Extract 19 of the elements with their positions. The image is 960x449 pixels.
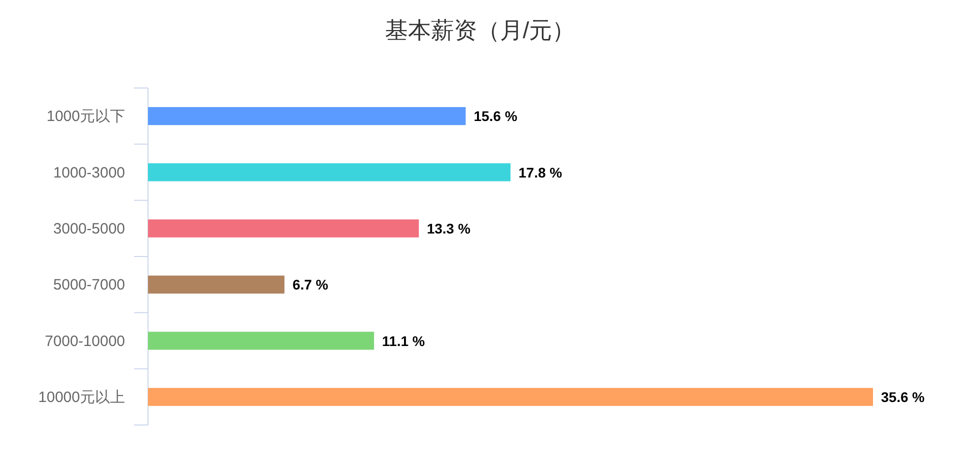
bar bbox=[148, 163, 510, 182]
y-tick-label: 3000-5000 bbox=[53, 220, 125, 238]
y-tick-label: 1000元以下 bbox=[46, 108, 125, 126]
data-label: 13.3 % bbox=[426, 220, 471, 236]
y-tick-label: 1000-3000 bbox=[53, 164, 125, 182]
data-label: 35.6 % bbox=[881, 388, 926, 405]
bar bbox=[148, 276, 284, 294]
y-tick-label: 10000元以上 bbox=[38, 388, 125, 406]
bar bbox=[148, 219, 419, 238]
chart-title: 基本薪资（月/元） bbox=[384, 17, 576, 43]
bar bbox=[148, 388, 873, 406]
data-label: 11.1 % bbox=[382, 332, 426, 349]
y-tick-label: 5000-7000 bbox=[53, 276, 125, 294]
bar bbox=[148, 107, 466, 126]
data-label: 15.6 % bbox=[474, 108, 518, 124]
data-label: 17.8 % bbox=[518, 164, 563, 180]
bar bbox=[148, 332, 374, 350]
data-label: 6.7 % bbox=[292, 276, 329, 293]
y-tick-label: 7000-10000 bbox=[44, 332, 125, 350]
